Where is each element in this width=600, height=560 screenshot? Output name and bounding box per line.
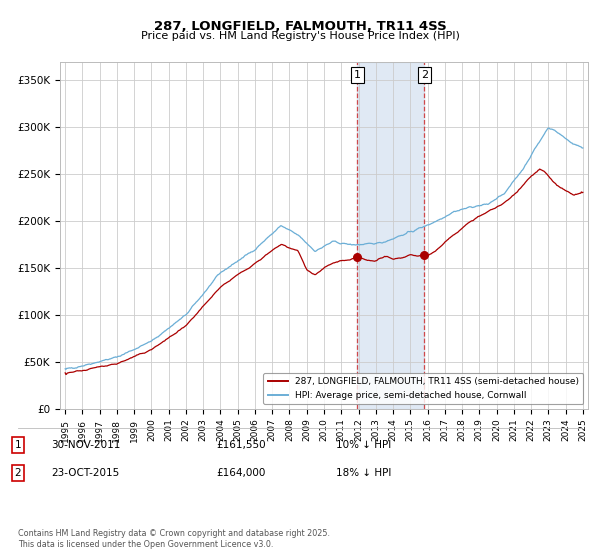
Text: 10% ↓ HPI: 10% ↓ HPI <box>336 440 391 450</box>
Text: 18% ↓ HPI: 18% ↓ HPI <box>336 468 391 478</box>
Text: £161,550: £161,550 <box>216 440 266 450</box>
Bar <box>357 62 424 409</box>
Text: 2: 2 <box>421 70 428 80</box>
Text: Contains HM Land Registry data © Crown copyright and database right 2025.
This d: Contains HM Land Registry data © Crown c… <box>18 529 330 549</box>
Text: 2: 2 <box>14 468 22 478</box>
Text: 23-OCT-2015: 23-OCT-2015 <box>51 468 119 478</box>
Text: £164,000: £164,000 <box>216 468 265 478</box>
Text: 1: 1 <box>353 70 361 80</box>
Point <box>419 250 429 259</box>
Legend: 287, LONGFIELD, FALMOUTH, TR11 4SS (semi-detached house), HPI: Average price, se: 287, LONGFIELD, FALMOUTH, TR11 4SS (semi… <box>263 373 583 404</box>
Point <box>352 253 362 262</box>
Text: Price paid vs. HM Land Registry's House Price Index (HPI): Price paid vs. HM Land Registry's House … <box>140 31 460 41</box>
Text: 287, LONGFIELD, FALMOUTH, TR11 4SS: 287, LONGFIELD, FALMOUTH, TR11 4SS <box>154 20 446 32</box>
Text: 1: 1 <box>14 440 22 450</box>
Text: 30-NOV-2011: 30-NOV-2011 <box>51 440 121 450</box>
